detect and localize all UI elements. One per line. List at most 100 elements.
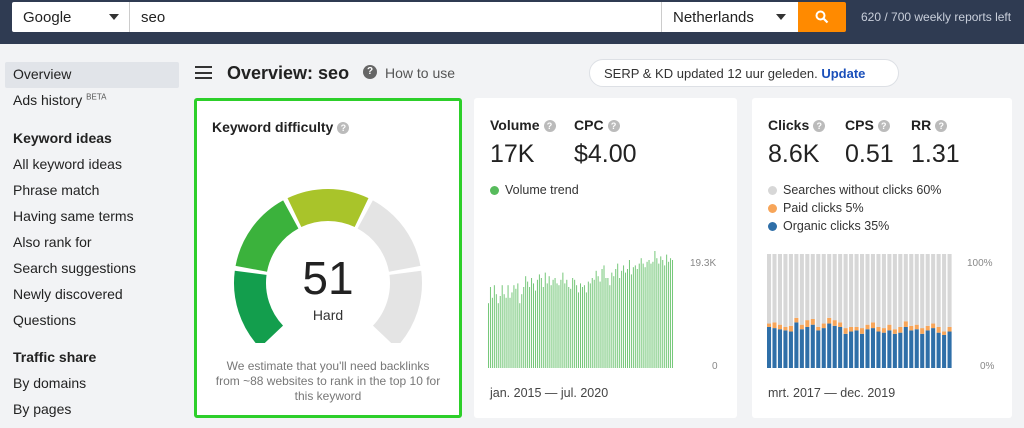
paid-clicks-bar: [881, 328, 886, 333]
paid-clicks-bar: [849, 326, 854, 332]
axis-min-label: 0%: [980, 361, 995, 372]
trend-bar: [593, 279, 595, 368]
no-clicks-bar: [925, 254, 930, 326]
sidebar-item-search-suggestions[interactable]: Search suggestions: [13, 260, 136, 276]
trend-bar: [534, 290, 536, 368]
no-clicks-bar: [794, 254, 799, 318]
kd-level: Hard: [312, 307, 344, 323]
no-clicks-bar: [903, 254, 908, 322]
sidebar-item-having-same-terms[interactable]: Having same terms: [13, 208, 134, 224]
serp-status-banner: SERP & KD updated 12 uur geleden. Update: [589, 59, 899, 87]
cps-label: CPS: [845, 117, 874, 133]
no-clicks-bar: [860, 254, 865, 329]
trend-bar: [576, 285, 578, 368]
trend-bar: [670, 258, 672, 368]
axis-min-label: 0: [712, 361, 718, 372]
paid-clicks-bar: [914, 324, 919, 330]
no-clicks-bar: [920, 254, 925, 329]
question-icon[interactable]: ?: [363, 65, 377, 79]
axis-max-label: 19.3K: [690, 258, 717, 269]
trend-bar: [613, 276, 615, 368]
no-clicks-bar: [783, 254, 788, 327]
sidebar-item-ads-history[interactable]: Ads history BETA: [13, 92, 106, 108]
paid-clicks-bar: [821, 323, 826, 329]
trend-bar: [507, 285, 509, 368]
trend-bar: [589, 283, 591, 368]
sidebar-item-by-pages[interactable]: By pages: [13, 401, 72, 417]
search-engine-select[interactable]: Google: [12, 2, 130, 32]
search-input[interactable]: seo: [130, 2, 661, 32]
kd-gauge: [234, 189, 422, 343]
gauge-segment: [235, 200, 299, 272]
paid-clicks-bar: [805, 320, 810, 327]
volume-trend-legend: Volume trend: [490, 183, 579, 197]
volume-date-range: jan. 2015 — jul. 2020: [490, 386, 609, 400]
trend-bar: [501, 285, 503, 368]
legend-searches-without-clicks: Searches without clicks 60%: [768, 183, 941, 197]
trend-bar: [574, 279, 576, 368]
organic-clicks-bar: [914, 329, 919, 368]
clicks-chart: [767, 254, 952, 368]
help-icon[interactable]: ?: [337, 122, 350, 134]
sidebar-item-questions[interactable]: Questions: [13, 312, 77, 328]
trend-bar: [515, 288, 517, 368]
help-icon[interactable]: ?: [607, 120, 620, 132]
paid-clicks-bar: [777, 324, 783, 330]
trend-bar: [548, 276, 550, 368]
hamburger-menu-icon[interactable]: [195, 66, 212, 79]
paid-clicks-bar: [816, 326, 821, 331]
kd-title-label: Keyword difficulty: [212, 119, 334, 135]
sidebar-item-also-rank-for[interactable]: Also rank for: [13, 234, 92, 250]
sidebar-item-overview[interactable]: Overview: [13, 66, 72, 82]
legend-organic-clicks: Organic clicks 35%: [768, 219, 889, 233]
trend-bar: [499, 296, 501, 368]
organic-clicks-bar: [870, 328, 876, 368]
search-button[interactable]: [798, 2, 846, 32]
organic-clicks-bar: [865, 329, 870, 368]
organic-clicks-bar: [794, 322, 799, 368]
trend-bar: [568, 287, 570, 368]
help-icon[interactable]: ?: [877, 120, 890, 132]
trend-bar: [540, 278, 542, 368]
trend-bar: [644, 267, 646, 368]
paid-clicks-bar: [887, 324, 892, 331]
sidebar-heading-keyword-ideas: Keyword ideas: [13, 130, 112, 146]
no-clicks-bar: [799, 254, 804, 325]
help-icon[interactable]: ?: [543, 120, 556, 132]
sidebar-item-newly-discovered[interactable]: Newly discovered: [13, 286, 123, 302]
trend-bar: [628, 260, 630, 368]
trend-bar: [585, 292, 587, 368]
sidebar-item-all-keyword-ideas[interactable]: All keyword ideas: [13, 156, 122, 172]
top-bar: Google seo Netherlands 620 / 700 weekly …: [0, 0, 1024, 44]
legend-label: Searches without clicks 60%: [783, 183, 942, 197]
update-link[interactable]: Update: [821, 66, 866, 81]
no-clicks-bar: [832, 254, 837, 321]
how-to-use-link[interactable]: How to use: [385, 65, 456, 81]
no-clicks-bar: [936, 254, 941, 327]
no-clicks-bar: [909, 254, 914, 326]
trend-bar: [652, 261, 654, 368]
no-clicks-bar: [788, 254, 793, 326]
trend-bar: [542, 287, 544, 368]
trend-bar: [632, 267, 634, 368]
organic-clicks-bar: [854, 330, 859, 368]
paid-clicks-bar: [909, 325, 914, 331]
clicks-value: 8.6K: [768, 140, 820, 168]
help-icon[interactable]: ?: [813, 120, 826, 132]
trend-bar: [564, 283, 566, 368]
trend-bar: [650, 263, 652, 368]
chevron-down-icon: [776, 14, 786, 20]
trend-bar: [544, 272, 546, 368]
sidebar-item-by-domains[interactable]: By domains: [13, 375, 87, 391]
organic-clicks-bar: [909, 330, 914, 368]
gauge-segment: [357, 200, 421, 272]
country-select[interactable]: Netherlands: [661, 2, 798, 32]
organic-clicks-bar: [838, 326, 843, 368]
sidebar-item-phrase-match[interactable]: Phrase match: [13, 182, 100, 198]
no-clicks-bar: [914, 254, 919, 325]
trend-bar: [491, 297, 493, 368]
paid-clicks-bar: [865, 324, 870, 330]
organic-clicks-bar: [887, 330, 892, 368]
help-icon[interactable]: ?: [935, 120, 948, 132]
legend-dot: [768, 203, 777, 213]
